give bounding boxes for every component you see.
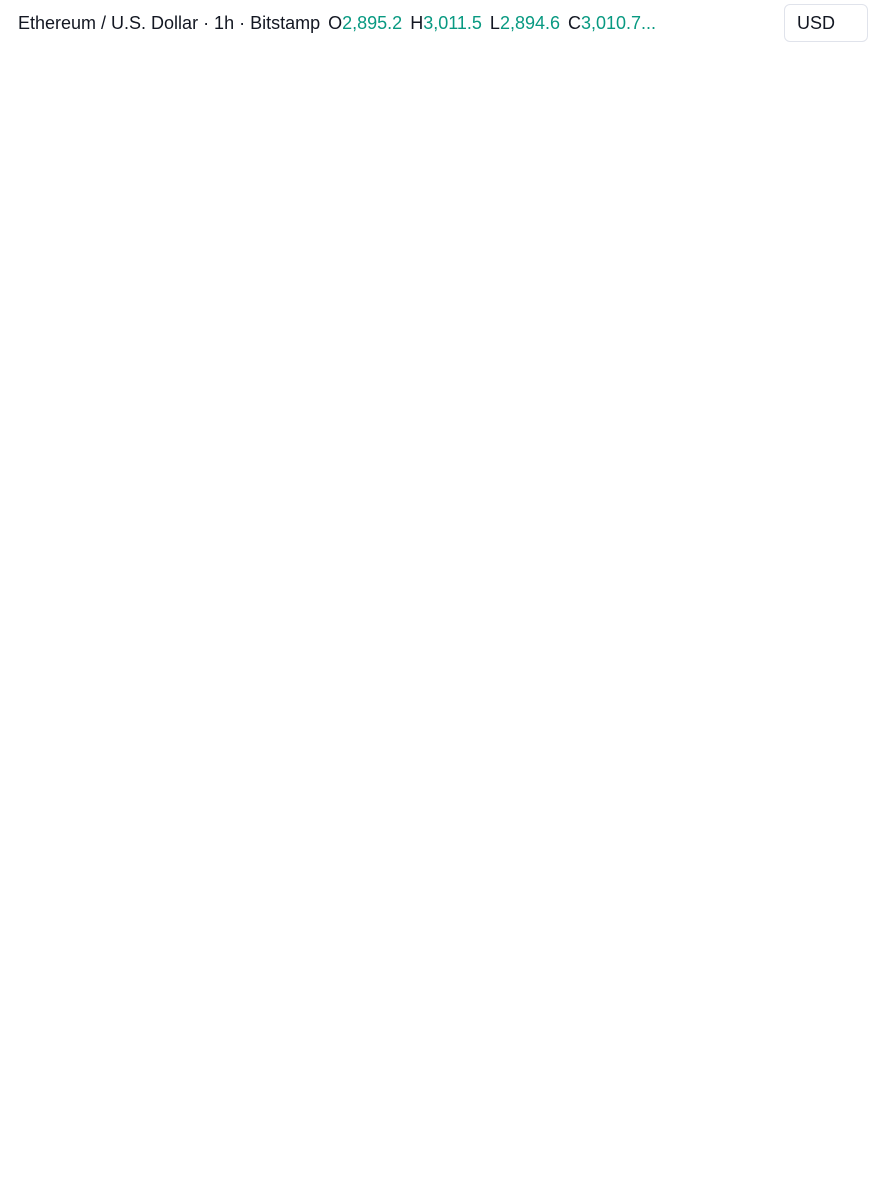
candle-body	[430, 836, 455, 862]
candle-body	[174, 888, 199, 893]
candle-body	[494, 885, 519, 891]
candle-body	[622, 723, 647, 783]
y-axis-tick-label: 2,720.0	[794, 1162, 851, 1181]
candle-body	[238, 899, 263, 904]
high-label: H	[410, 12, 424, 33]
candle-body	[526, 800, 551, 893]
candle-body	[655, 540, 679, 724]
low-value: 2,894.6	[499, 12, 560, 33]
candle-body	[462, 863, 487, 891]
y-axis-tick-label: 2,880.0	[794, 587, 851, 606]
candle-body	[590, 782, 615, 791]
candle-body	[142, 892, 167, 909]
open-label: O	[328, 12, 343, 33]
candle-body	[78, 1038, 103, 1096]
candle-body	[14, 1064, 38, 1103]
candle-body	[46, 1066, 71, 1096]
candle-body	[110, 912, 135, 1039]
close-label: C	[568, 12, 581, 33]
close-value: 3,010.7...	[581, 12, 657, 33]
y-axis-tick-label: 2,980.0	[794, 228, 851, 247]
low-label: L	[489, 12, 500, 33]
last-price-tag	[780, 116, 865, 162]
y-axis-tick-label: 2,940.0	[794, 371, 851, 390]
candle-body	[398, 836, 423, 875]
candle-body	[687, 126, 712, 542]
y-axis-tick-label: 3,000.0	[794, 156, 851, 175]
currency-button[interactable]: USD	[784, 4, 868, 42]
candle-body	[558, 790, 583, 801]
y-axis-tick-label: 2,800.0	[794, 875, 851, 894]
y-axis-tick-label: 2,780.0	[794, 946, 851, 965]
y-axis-tick-label: 2,960.0	[794, 300, 851, 319]
symbol-title: Ethereum / U.S. Dollar · 1h · Bitstamp	[18, 12, 321, 33]
candle-body	[270, 879, 295, 900]
y-axis-tick-label: 2,760.0	[794, 1018, 851, 1037]
y-axis-tick-label: 2,840.0	[794, 731, 851, 750]
candle-body	[334, 867, 359, 871]
y-axis-tick-label: 2,820.0	[794, 803, 851, 822]
candle-body	[206, 888, 231, 900]
y-axis-tick-label: 2,920.0	[794, 443, 851, 462]
last-price-label: 3,010.7	[794, 119, 851, 138]
y-axis-tick-label: 2,740.0	[794, 1090, 851, 1109]
high-value: 3,011.5	[423, 12, 482, 33]
candle-body	[302, 869, 327, 884]
y-axis-tick-label: 2,900.0	[794, 515, 851, 534]
candle-body	[366, 869, 391, 875]
y-axis-tick-label: 3,020.0	[794, 84, 851, 103]
symbol-header: Ethereum / U.S. Dollar · 1h · Bitstamp O…	[0, 0, 886, 46]
y-axis-tick-label: 2,860.0	[794, 659, 851, 678]
open-value: 2,895.2	[342, 12, 403, 33]
countdown-label: 16:41	[794, 140, 837, 159]
